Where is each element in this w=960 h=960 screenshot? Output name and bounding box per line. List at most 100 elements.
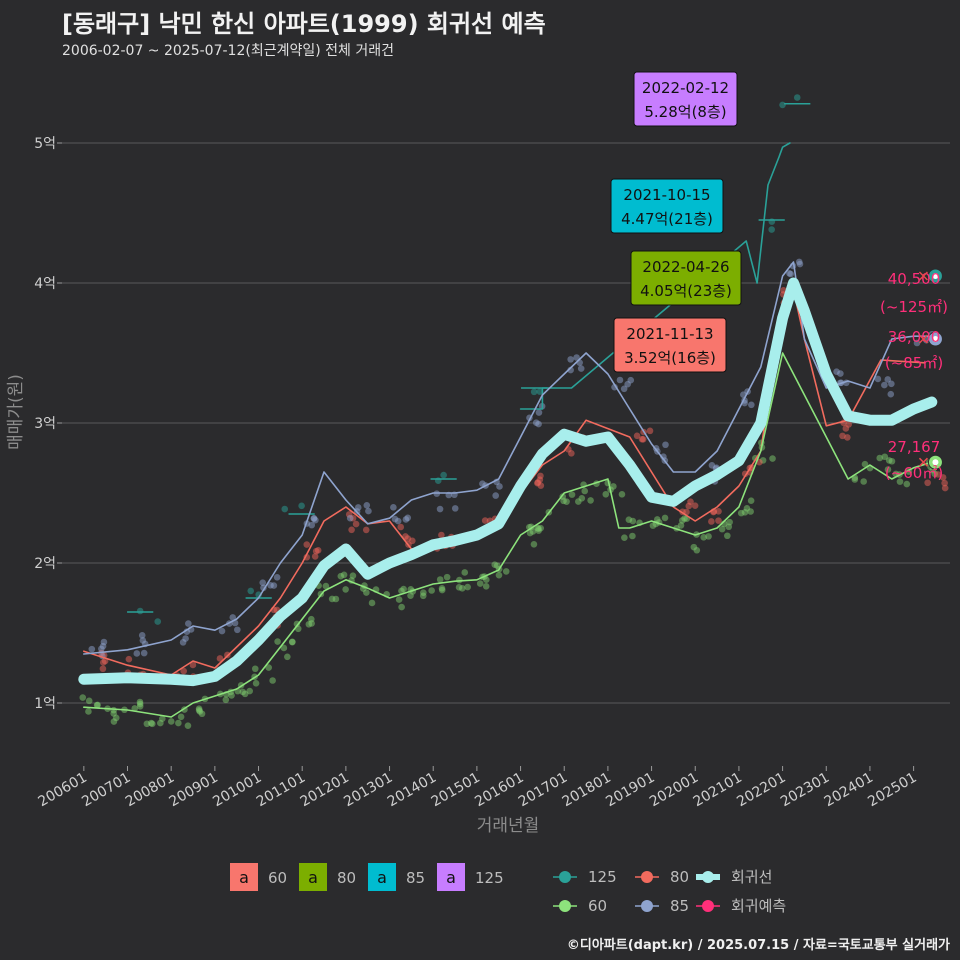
legend-swatch — [299, 863, 327, 891]
point-60 — [400, 585, 407, 593]
regression-forecast-mark — [918, 334, 928, 344]
legend-marker — [559, 871, 571, 883]
point-60 — [251, 665, 259, 673]
callout-date: 2022-04-26 — [642, 258, 729, 276]
callout-date: 2021-10-15 — [623, 186, 710, 204]
point-60 — [747, 497, 755, 504]
x-axis-title: 거래년월 — [477, 816, 540, 836]
point-60 — [269, 677, 276, 684]
point-85 — [535, 409, 543, 416]
point-125 — [440, 471, 447, 479]
y-tick-label: 4억 — [34, 276, 56, 292]
point-85 — [363, 501, 371, 509]
prediction-point-core — [932, 336, 939, 342]
point-60 — [876, 454, 884, 462]
point-85 — [881, 381, 888, 389]
legend-swatch-glyph: a — [377, 868, 387, 887]
point-85 — [833, 368, 840, 376]
series-line-125 — [519, 142, 791, 410]
point-80 — [311, 553, 319, 560]
point-85 — [577, 365, 585, 372]
x-tick-label: 202301 — [778, 770, 832, 811]
point-60 — [143, 720, 151, 728]
point-85 — [451, 505, 459, 512]
point-60 — [420, 589, 427, 596]
point-60 — [464, 583, 471, 591]
point-60 — [653, 516, 661, 523]
point-85 — [138, 632, 146, 639]
point-85 — [616, 376, 624, 384]
point-80 — [352, 520, 360, 528]
x-tick-label: 202201 — [734, 770, 788, 811]
transaction-points — [79, 94, 949, 730]
point-60 — [861, 460, 869, 468]
point-85 — [887, 390, 895, 398]
point-60 — [274, 638, 281, 645]
point-80 — [536, 476, 544, 483]
x-tick-label: 201601 — [472, 770, 526, 811]
point-60 — [851, 476, 859, 483]
point-80 — [715, 508, 722, 515]
point-85 — [185, 620, 192, 627]
point-80 — [941, 479, 948, 487]
point-80 — [639, 435, 647, 443]
point-60 — [110, 710, 117, 717]
point-125 — [530, 388, 538, 396]
point-60 — [860, 478, 867, 485]
legend-label: 85 — [670, 897, 689, 915]
point-85 — [567, 356, 574, 363]
point-60 — [587, 497, 594, 504]
point-80 — [348, 526, 355, 534]
point-60 — [568, 491, 576, 498]
point-80 — [685, 502, 693, 510]
x-tick-label: 201101 — [254, 770, 308, 811]
point-60 — [85, 697, 93, 705]
point-125 — [779, 101, 786, 109]
point-80 — [180, 667, 187, 675]
point-60 — [690, 543, 698, 551]
prediction-area-label: (~60㎡) — [885, 464, 943, 482]
point-60 — [903, 480, 911, 488]
point-80 — [844, 434, 851, 441]
point-85 — [229, 614, 237, 621]
point-85 — [234, 626, 241, 634]
point-125 — [247, 587, 255, 595]
point-60 — [476, 580, 484, 587]
point-85 — [786, 270, 793, 277]
point-80 — [845, 421, 853, 428]
x-tick-label: 201201 — [298, 770, 352, 811]
gridlines — [62, 142, 950, 704]
point-60 — [177, 713, 185, 721]
point-60 — [526, 529, 534, 537]
callout-box — [613, 317, 727, 373]
x-tick-label: 202001 — [647, 770, 701, 811]
legend-label: 125 — [588, 868, 617, 886]
point-125 — [281, 505, 289, 513]
legend-swatch — [368, 863, 396, 891]
point-85 — [662, 441, 669, 449]
point-85 — [573, 354, 580, 361]
legend-label: 80 — [670, 868, 689, 886]
x-tick-label: 201401 — [385, 770, 439, 811]
point-60 — [491, 561, 499, 568]
point-125 — [434, 477, 442, 485]
point-85 — [99, 642, 107, 650]
regression-forecast-mark — [918, 457, 928, 467]
point-60 — [252, 679, 260, 687]
point-125 — [536, 388, 544, 395]
point-60 — [332, 595, 340, 603]
point-80 — [303, 541, 311, 548]
callout-price: 4.47억(21층) — [621, 210, 713, 228]
point-85 — [795, 258, 803, 266]
x-tick-label: 202401 — [822, 770, 876, 811]
y-tick-label: 5억 — [34, 136, 56, 152]
point-85 — [390, 504, 397, 511]
point-80 — [941, 484, 949, 492]
point-60 — [578, 494, 586, 502]
point-60 — [563, 498, 570, 505]
point-80 — [537, 482, 545, 489]
legend-swatch — [230, 863, 258, 891]
regression-forecast-mark — [918, 271, 928, 281]
point-60 — [881, 453, 889, 461]
point-60 — [661, 514, 669, 522]
